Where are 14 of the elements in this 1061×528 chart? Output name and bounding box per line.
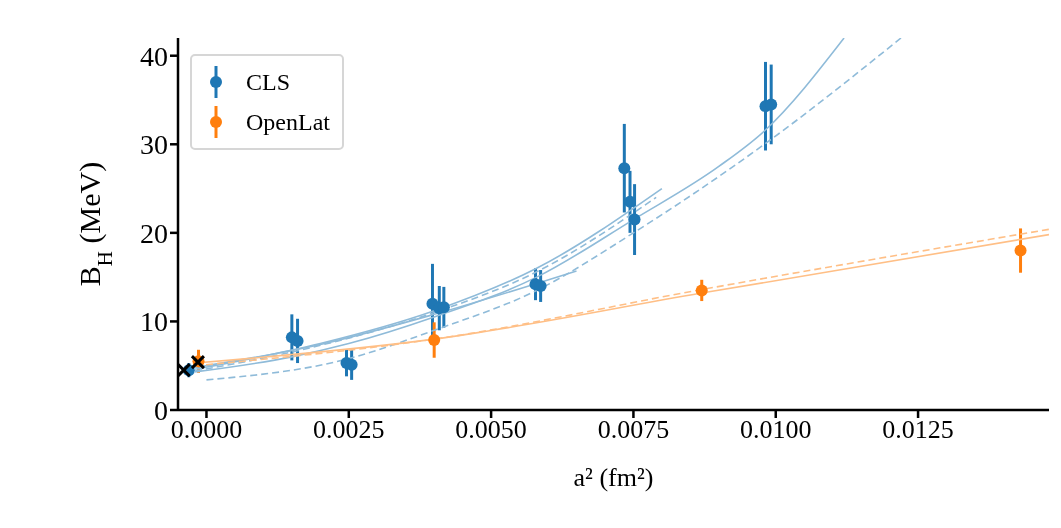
x-tick-label: 0.0125	[882, 415, 954, 445]
y-tick-label: 10	[140, 306, 168, 338]
legend-label: OpenLat	[246, 108, 330, 136]
x-axis-title: a² (fm²)	[573, 463, 654, 492]
x-tick-label: 0.0000	[170, 415, 243, 445]
y-tick-label: 0	[154, 394, 168, 426]
x-tick-label: 0.0050	[455, 415, 527, 445]
x-tick-label: 0.0075	[597, 415, 670, 445]
y-tick-label: 40	[140, 40, 168, 72]
y-tick-label: 20	[140, 217, 168, 249]
x-tick-label: 0.0025	[313, 415, 385, 445]
y-tick-label: 30	[140, 129, 168, 161]
x-tick-label: 0.0100	[740, 415, 812, 445]
legend-label: CLS	[246, 68, 291, 96]
